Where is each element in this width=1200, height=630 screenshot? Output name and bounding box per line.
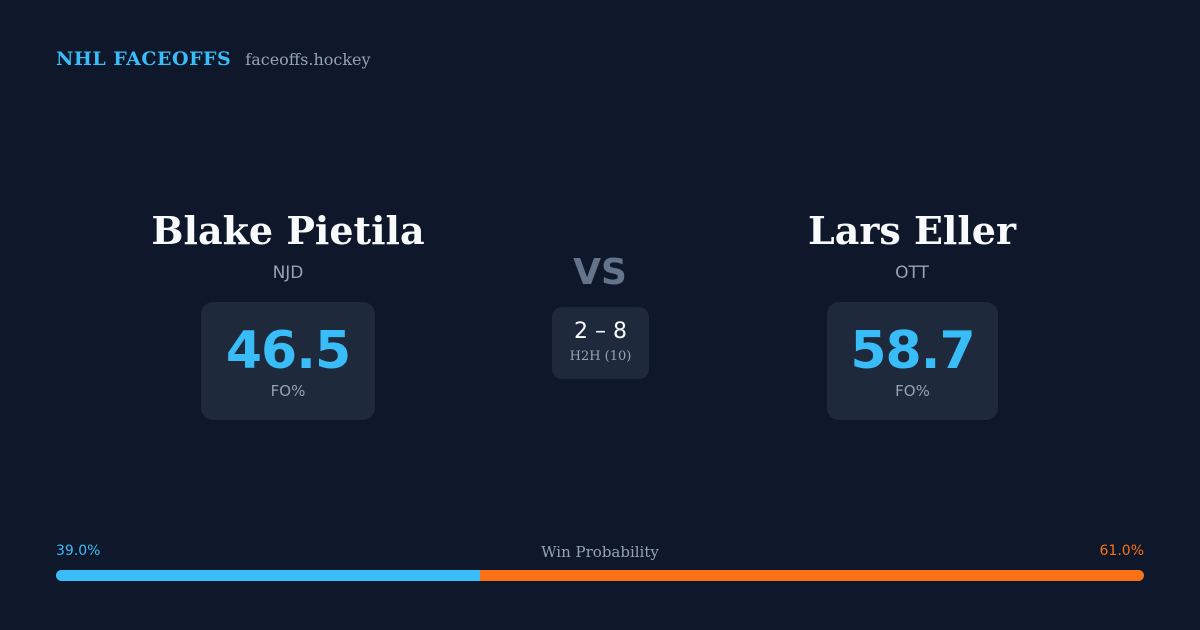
- player-right: Lars Eller OTT: [762, 205, 1062, 283]
- brand-title: NHL FACEOFFS: [56, 48, 232, 70]
- versus-label: VS: [573, 252, 627, 293]
- win-probability-title: Win Probability: [541, 543, 659, 561]
- win-probability-labels: 39.0% Win Probability 61.0%: [56, 543, 1144, 563]
- player-right-fo-card: 58.7 FO%: [827, 302, 998, 420]
- win-probability-bar: [56, 570, 1144, 581]
- win-probability-left-fill: [56, 570, 481, 581]
- player-left-fo-label: FO%: [270, 382, 306, 400]
- player-left-fo-value: 46.5: [225, 321, 351, 381]
- brand-header: NHL FACEOFFS faceoffs.hockey: [56, 48, 371, 70]
- player-left-fo-card: 46.5 FO%: [201, 302, 375, 420]
- player-right-team: OTT: [895, 263, 929, 283]
- h2h-score: 2 – 8: [574, 319, 627, 344]
- win-probability-right-label: 61.0%: [1099, 543, 1144, 559]
- player-left-name: Blake Pietila: [151, 208, 425, 253]
- win-probability-left-label: 39.0%: [56, 543, 101, 559]
- player-right-name: Lars Eller: [807, 208, 1017, 253]
- h2h-card: 2 – 8 H2H (10): [552, 307, 649, 379]
- player-left-team: NJD: [272, 263, 304, 283]
- h2h-label: H2H (10): [569, 349, 632, 364]
- player-right-fo-label: FO%: [895, 382, 930, 400]
- player-left: Blake Pietila NJD: [138, 205, 438, 283]
- win-probability-right-fill: [480, 570, 1144, 581]
- brand-url: faceoffs.hockey: [245, 50, 371, 69]
- player-right-fo-value: 58.7: [850, 321, 975, 381]
